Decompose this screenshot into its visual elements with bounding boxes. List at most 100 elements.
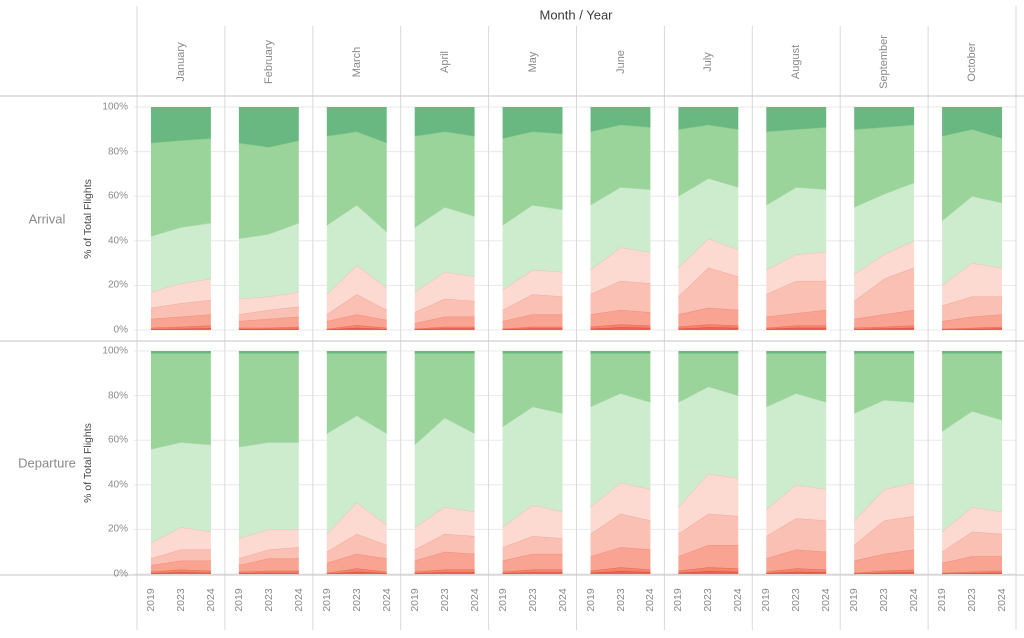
area-mark-salmon[interactable] [238,558,299,572]
area-mark-light-green[interactable] [326,415,387,534]
area-mark-pale-pink[interactable] [502,269,563,310]
area-mark-pale-pink[interactable] [326,265,387,315]
area-mark-dark-green[interactable] [942,351,1002,354]
area-mark-light-green[interactable] [854,182,915,275]
area-mark-red[interactable] [678,324,739,329]
area-mark-pale-pink[interactable] [502,504,563,548]
area-mark-light-pink[interactable] [414,298,475,324]
area-mark-dark-red[interactable] [766,327,827,330]
area-mark-dark-green[interactable] [414,351,475,354]
area-mark-red[interactable] [326,568,387,574]
area-mark-light-pink[interactable] [326,294,387,322]
area-mark-salmon[interactable] [502,553,563,572]
area-mark-red[interactable] [766,568,827,574]
area-mark-medium-green[interactable] [238,353,299,447]
area-mark-pale-pink[interactable] [942,263,1002,306]
area-mark-light-green[interactable] [238,223,299,299]
area-mark-dark-green[interactable] [502,351,563,354]
area-mark-salmon[interactable] [678,545,739,571]
area-mark-red[interactable] [326,325,387,330]
area-mark-light-pink[interactable] [678,267,739,315]
area-mark-medium-green[interactable] [678,353,739,403]
area-mark-light-pink[interactable] [502,294,563,322]
area-mark-light-green[interactable] [678,386,739,508]
area-mark-medium-green[interactable] [942,353,1002,432]
area-mark-salmon[interactable] [414,316,475,329]
area-mark-dark-green[interactable] [678,351,739,354]
area-mark-medium-green[interactable] [151,138,211,237]
area-mark-red[interactable] [414,569,475,574]
area-mark-light-pink[interactable] [854,267,915,319]
area-mark-medium-green[interactable] [238,140,299,239]
area-mark-light-green[interactable] [326,205,387,295]
area-mark-salmon[interactable] [151,560,211,572]
area-mark-medium-green[interactable] [326,353,387,434]
area-mark-light-green[interactable] [590,187,651,270]
area-mark-dark-green[interactable] [854,351,915,354]
area-mark-pale-pink[interactable] [942,507,1002,552]
area-mark-light-green[interactable] [238,442,299,539]
area-mark-light-pink[interactable] [590,280,651,315]
area-mark-light-pink[interactable] [414,533,475,561]
area-mark-medium-green[interactable] [942,129,1002,221]
area-mark-dark-green[interactable] [151,351,211,354]
area-mark-pale-pink[interactable] [326,502,387,552]
area-mark-salmon[interactable] [942,314,1002,329]
area-mark-light-pink[interactable] [942,531,1002,563]
area-mark-light-pink[interactable] [854,516,915,561]
area-mark-dark-green[interactable] [678,107,739,130]
area-mark-pale-pink[interactable] [678,473,739,534]
area-mark-light-pink[interactable] [238,547,299,566]
area-mark-dark-red[interactable] [326,571,387,574]
area-mark-pale-pink[interactable] [854,240,915,301]
area-mark-salmon[interactable] [766,549,827,572]
area-mark-light-pink[interactable] [151,299,211,319]
area-mark-salmon[interactable] [590,309,651,327]
area-mark-dark-green[interactable] [326,107,387,143]
area-mark-medium-green[interactable] [502,353,563,427]
area-mark-light-green[interactable] [678,178,739,268]
area-mark-medium-green[interactable] [854,124,915,208]
area-mark-pale-pink[interactable] [151,278,211,308]
area-mark-pale-pink[interactable] [678,238,739,297]
area-mark-light-green[interactable] [590,393,651,508]
area-mark-salmon[interactable] [854,309,915,328]
area-mark-pale-pink[interactable] [238,529,299,559]
area-mark-medium-green[interactable] [678,124,739,197]
area-mark-medium-green[interactable] [502,131,563,226]
area-mark-dark-green[interactable] [326,351,387,354]
area-mark-salmon[interactable] [854,549,915,573]
area-mark-light-green[interactable] [502,406,563,528]
area-mark-light-green[interactable] [766,187,827,270]
area-mark-light-green[interactable] [766,393,827,510]
area-mark-medium-green[interactable] [590,353,651,407]
area-mark-salmon[interactable] [590,547,651,571]
area-mark-light-pink[interactable] [326,533,387,563]
area-mark-medium-green[interactable] [590,124,651,206]
area-mark-light-green[interactable] [942,196,1002,286]
area-mark-dark-green[interactable] [590,351,651,354]
area-mark-light-green[interactable] [151,442,211,543]
area-mark-dark-green[interactable] [766,107,827,132]
area-mark-red[interactable] [414,326,475,330]
area-mark-dark-green[interactable] [502,107,563,139]
area-mark-light-pink[interactable] [238,306,299,322]
area-mark-light-green[interactable] [414,417,475,528]
area-mark-salmon[interactable] [238,316,299,328]
area-mark-medium-green[interactable] [414,353,475,445]
area-mark-red[interactable] [502,326,563,330]
area-mark-dark-green[interactable] [942,107,1002,139]
area-mark-medium-green[interactable] [326,131,387,232]
area-mark-light-pink[interactable] [766,280,827,317]
area-mark-pale-pink[interactable] [414,272,475,313]
area-mark-medium-green[interactable] [766,353,827,407]
area-mark-medium-green[interactable] [854,353,915,414]
area-mark-light-pink[interactable] [942,296,1002,322]
area-mark-dark-green[interactable] [766,351,827,354]
area-mark-light-green[interactable] [854,400,915,521]
area-mark-dark-green[interactable] [590,107,651,132]
area-mark-red[interactable] [766,325,827,329]
area-mark-salmon[interactable] [414,551,475,572]
area-mark-light-pink[interactable] [766,518,827,559]
area-mark-medium-green[interactable] [766,127,827,206]
